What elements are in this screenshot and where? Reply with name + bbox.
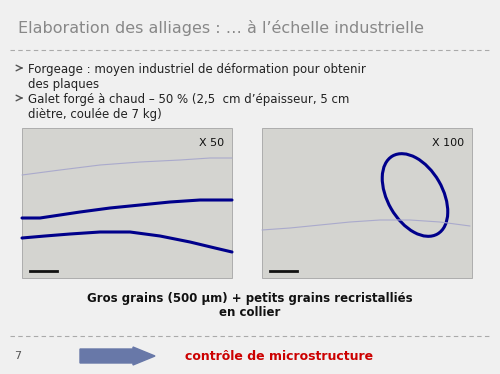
Text: Forgeage : moyen industriel de déformation pour obtenir
des plaques: Forgeage : moyen industriel de déformati… <box>28 63 366 91</box>
Text: Galet forgé à chaud – 50 % (2,5  cm d’épaisseur, 5 cm
diètre, coulée de 7 kg): Galet forgé à chaud – 50 % (2,5 cm d’épa… <box>28 93 349 121</box>
Text: X 100: X 100 <box>432 138 464 148</box>
Text: Gros grains (500 μm) + petits grains recristalliés: Gros grains (500 μm) + petits grains rec… <box>87 292 413 305</box>
Text: Elaboration des alliages : … à l’échelle industrielle: Elaboration des alliages : … à l’échelle… <box>18 20 424 36</box>
Bar <box>262 128 472 278</box>
Text: en collier: en collier <box>220 306 280 319</box>
Text: X 50: X 50 <box>199 138 224 148</box>
Text: contrôle de microstructure: contrôle de microstructure <box>185 349 373 362</box>
Bar <box>22 128 232 278</box>
FancyArrow shape <box>80 347 155 365</box>
Text: 7: 7 <box>14 351 21 361</box>
